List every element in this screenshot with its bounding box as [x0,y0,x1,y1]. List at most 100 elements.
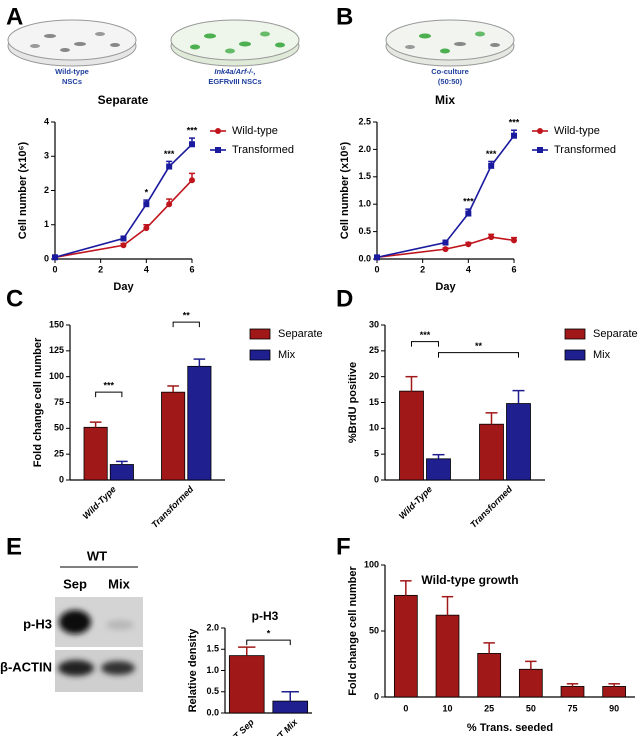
y-axis-label: Fold change cell number [32,337,44,467]
x-tick-label: 0 [374,264,379,274]
significance-label: * [145,187,149,197]
significance-label: ** [183,310,191,320]
x-tick-label: Wild-Type [81,484,118,521]
y-tick-label: 30 [369,319,379,329]
blot-lane: Sep [63,576,87,591]
x-axis-label: Day [435,281,456,293]
y-tick-label: 100 [364,559,379,569]
significance-label: *** [164,149,175,159]
illustration-label: Co-culture [431,67,469,76]
petri-dish [170,19,300,67]
x-tick-label: 0 [52,264,57,274]
legend-swatch [249,349,271,361]
legend-label: Mix [278,349,296,361]
x-tick-label: 6 [189,264,194,274]
y-tick-label: 25 [54,449,64,459]
x-tick-label: 50 [526,703,536,713]
x-tick-label: WT Sep [225,717,256,736]
x-tick-label: 90 [609,703,619,713]
y-tick-label: 2.0 [206,622,219,632]
data-point [52,254,58,261]
legend-marker [215,147,221,153]
illustration-label: Ink4a/Arf-/-, [214,67,255,76]
blot-group: WT [87,548,107,563]
panel-letter: A [6,3,23,30]
x-axis-label: Day [113,281,134,293]
y-tick-label: 0 [374,691,379,701]
panel-letter: F [336,533,351,560]
legend-label: Separate [278,328,323,340]
legend-swatch [249,328,271,340]
illustration-label: NSCs [62,77,82,86]
data-point [166,163,173,170]
x-tick-label: Transformed [149,484,195,530]
significance-label: *** [509,118,520,128]
y-axis-label: Relative density [187,628,199,713]
data-point [189,177,195,184]
data-point [374,254,380,261]
legend-swatch [564,328,586,340]
bar [393,594,418,698]
significance-label: *** [486,149,497,159]
legend-label: Separate [593,328,638,340]
y-tick-label: 0 [44,253,49,263]
illustration-label: EGFRvIII NSCs [208,77,261,86]
bar [602,686,627,698]
x-tick-label: 6 [511,264,516,274]
data-point [166,201,173,208]
y-tick-label: 1.5 [358,171,371,181]
legend-label: Transformed [232,144,294,156]
x-tick-label: 0 [403,703,408,713]
y-tick-label: 2.0 [358,144,371,154]
data-point [465,241,472,248]
western-blot [55,566,143,692]
petri-dish [7,19,137,67]
y-tick-label: 50 [54,423,64,433]
blot-row: β-ACTIN [0,659,52,674]
significance-label: *** [463,197,474,207]
illustration-label: Wild-type [55,67,89,76]
y-tick-label: 2 [44,185,49,195]
legend-marker [215,128,221,134]
significance-bracket [438,352,519,358]
blot-row: p-H3 [23,616,52,631]
petri-dish [385,19,515,67]
x-axis-label: % Trans. seeded [467,722,553,734]
legend-marker [537,147,543,153]
data-point [143,201,150,208]
bar [228,655,265,714]
data-point [488,162,495,169]
y-tick-label: 1.5 [206,644,219,654]
panel-letter: B [336,3,353,30]
y-tick-label: 0.0 [358,253,371,263]
x-tick-label: 75 [567,703,577,713]
y-axis-label: Fold change cell number [347,565,359,695]
data-point [511,132,517,139]
illustration-label: (50:50) [438,77,463,86]
y-axis-label: %BrdU positive [347,362,359,443]
data-point [488,234,495,241]
y-tick-label: 0.0 [206,707,219,717]
x-tick-label: 2 [420,264,425,274]
panel-letter: E [6,533,22,560]
chart-title: Separate [98,93,149,107]
y-tick-label: 1 [44,219,49,229]
data-point [442,239,449,246]
bar [272,700,309,714]
x-tick-label: WT Mix [270,716,300,736]
bar [435,614,460,698]
legend-label: Wild-type [554,125,600,137]
significance-label: ** [475,341,483,351]
y-tick-label: 10 [369,423,379,433]
bar [399,390,424,481]
data-point [442,246,449,253]
bar [560,686,585,698]
data-point [120,235,127,242]
significance-label: * [267,629,271,639]
y-tick-label: 0 [59,474,64,484]
y-tick-label: 0.5 [358,226,371,236]
y-tick-label: 20 [369,371,379,381]
significance-bracket [95,391,123,398]
legend-swatch [564,349,586,361]
legend-marker [537,128,543,134]
